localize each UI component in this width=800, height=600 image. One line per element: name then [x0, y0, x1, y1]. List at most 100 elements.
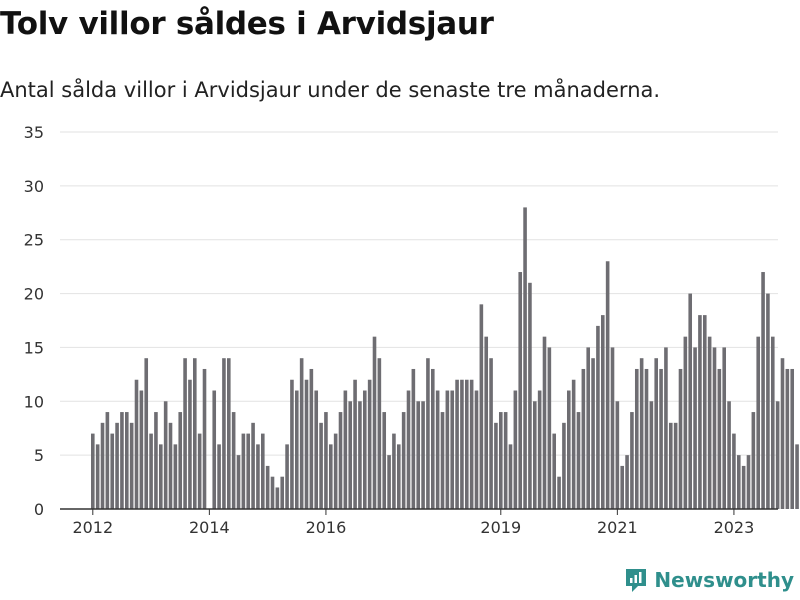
bar	[285, 444, 289, 509]
bar	[591, 358, 595, 509]
bar	[450, 390, 455, 509]
bar	[309, 368, 314, 509]
bar	[605, 261, 610, 509]
bar	[741, 465, 746, 509]
bar	[722, 347, 727, 509]
bar	[382, 412, 387, 509]
bar	[319, 422, 323, 509]
bar	[202, 368, 207, 509]
bar	[761, 272, 765, 509]
x-tick-label: 2016	[306, 518, 347, 537]
x-axis-ticks: 2012201420162019202120232025	[72, 509, 755, 537]
bar	[654, 358, 659, 509]
bar	[630, 412, 634, 509]
bar	[367, 379, 372, 509]
bar	[712, 347, 717, 509]
bar	[212, 390, 217, 509]
bar	[178, 412, 183, 509]
bar	[416, 401, 421, 509]
bar	[484, 336, 489, 509]
bar	[105, 412, 110, 509]
bar	[372, 336, 377, 509]
bar	[775, 401, 780, 509]
bar	[780, 358, 785, 509]
bar	[659, 368, 663, 509]
bar	[328, 444, 333, 509]
bar	[217, 444, 221, 509]
bar	[557, 476, 561, 509]
bar	[430, 368, 435, 509]
bar	[785, 368, 790, 509]
bar	[173, 444, 178, 509]
bar	[120, 412, 124, 509]
bar	[129, 422, 134, 509]
x-tick-label: 2012	[72, 518, 113, 537]
bar	[790, 368, 795, 509]
bar	[625, 455, 629, 509]
bar	[664, 347, 668, 509]
bar	[299, 358, 304, 509]
bar	[406, 390, 411, 509]
bar	[474, 390, 479, 509]
bar	[508, 444, 513, 509]
bar	[227, 358, 231, 509]
bar	[756, 336, 761, 509]
bar	[766, 293, 770, 509]
bar	[698, 315, 702, 509]
bar	[324, 412, 328, 509]
y-tick-label: 20	[24, 285, 44, 304]
bar	[571, 379, 576, 509]
bar	[707, 336, 712, 509]
bar	[396, 444, 401, 509]
bar	[314, 390, 319, 509]
y-tick-label: 25	[24, 231, 44, 250]
bar	[542, 336, 547, 509]
bar	[280, 476, 285, 509]
x-tick-label: 2023	[714, 518, 755, 537]
x-tick-label: 2014	[189, 518, 230, 537]
bar	[503, 412, 508, 509]
bar	[498, 412, 503, 509]
bars	[91, 207, 799, 509]
bar	[600, 315, 605, 509]
bar	[523, 207, 527, 509]
bar	[95, 444, 100, 509]
bar	[610, 347, 615, 509]
bar	[125, 412, 129, 509]
bar	[353, 379, 357, 509]
bar	[392, 433, 396, 509]
bar	[421, 401, 425, 509]
bar	[460, 379, 464, 509]
newsworthy-logo-icon	[626, 569, 647, 592]
bar	[615, 401, 620, 509]
newsworthy-logo[interactable]: Newsworthy	[624, 566, 794, 594]
bar	[294, 390, 299, 509]
y-tick-label: 35	[24, 123, 44, 142]
bar	[426, 358, 430, 509]
bar	[732, 433, 736, 509]
bar	[620, 465, 625, 509]
bar	[532, 401, 537, 509]
bar	[256, 444, 260, 509]
y-tick-label: 15	[24, 338, 44, 357]
bar	[265, 465, 270, 509]
bar	[717, 368, 722, 509]
bar	[683, 336, 688, 509]
bar	[110, 433, 115, 509]
bar	[440, 412, 445, 509]
bar	[246, 433, 251, 509]
bar	[795, 444, 799, 509]
y-tick-label: 30	[24, 177, 44, 196]
bar	[343, 390, 348, 509]
bar	[518, 272, 523, 509]
bar	[100, 422, 105, 509]
bar	[193, 358, 197, 509]
bar	[736, 455, 741, 509]
bar	[513, 390, 518, 509]
bar	[231, 412, 236, 509]
bar	[693, 347, 697, 509]
bar	[634, 368, 639, 509]
bar	[387, 455, 391, 509]
bar	[464, 379, 469, 509]
